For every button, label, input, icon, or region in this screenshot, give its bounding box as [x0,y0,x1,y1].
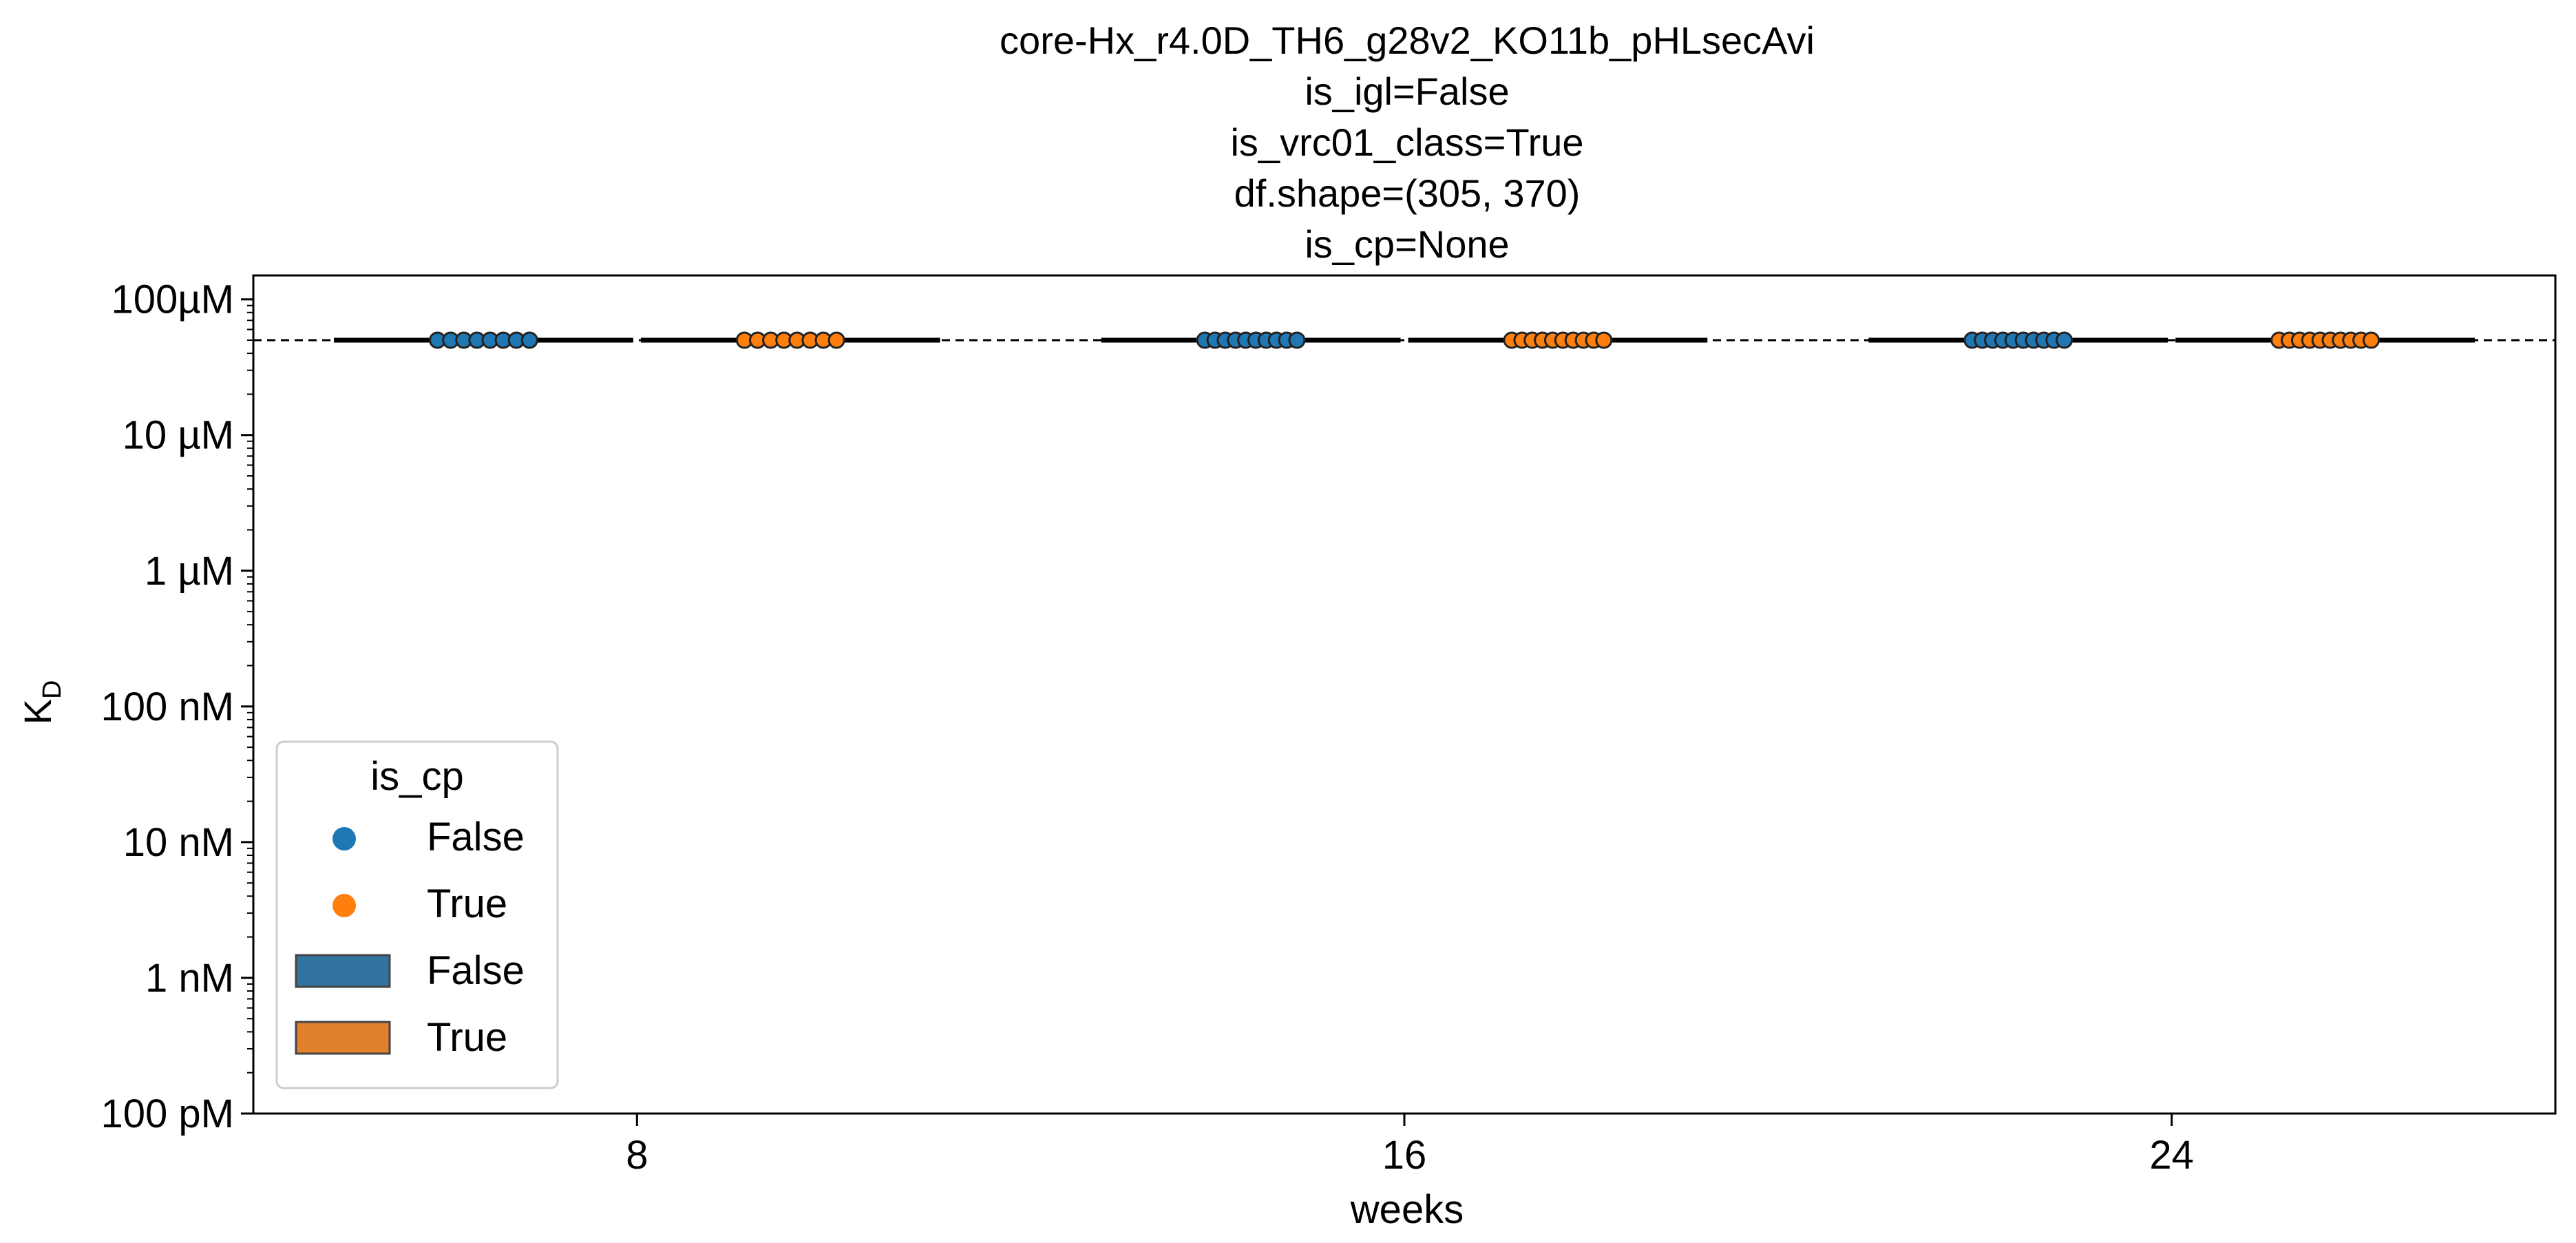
title-line-1: core-Hx_r4.0D_TH6_g28v2_KO11b_pHLsecAvi [1000,19,1815,62]
y-axis-label-sub: D [38,680,67,699]
plot-area [252,274,2557,1115]
legend-label-true: True [427,1015,507,1060]
x-tick-label: 24 [2149,1133,2194,1178]
x-tick-label: 16 [1382,1133,1427,1178]
legend-entries: False True False True [295,815,525,1060]
legend-label-false: False [427,815,525,859]
legend: is_cp False True False True [275,740,559,1089]
plot-frame [252,274,2557,1115]
x-axis-label: weeks [1350,1187,1464,1232]
legend-patch-true [295,1021,391,1055]
y-tick-label: 10 µM [123,413,234,458]
y-tick-label: 1 µM [145,549,234,594]
title-line-2: is_igl=False [1305,70,1509,113]
title-line-5: is_cp=None [1305,222,1509,266]
legend-marker-true [332,894,356,917]
point-true-week-16 [1595,331,1613,349]
point-true-week-24 [2362,331,2380,349]
y-tick-label: 10 nM [123,820,234,865]
x-axis: 8 16 24 [626,1114,2194,1178]
point-false-week-16 [1288,331,1306,349]
legend-label-false: False [427,948,525,993]
title-line-4: df.shape=(305, 370) [1234,171,1581,215]
x-tick-label: 8 [626,1133,648,1178]
title-line-3: is_vrc01_class=True [1230,121,1583,164]
y-tick-label: 100 pM [101,1091,234,1136]
point-false-week-24 [2056,331,2073,349]
legend-title: is_cp [370,754,463,799]
y-tick-label: 100µM [111,278,234,322]
y-axis-label-main: K [16,699,59,724]
legend-marker-false [332,827,356,850]
point-true-week-8 [827,331,845,349]
y-axis: 100µM 10 µM 1 µM 100 nM 10 nM 1 nM 100 pM [101,278,253,1136]
y-tick-label: 100 nM [101,685,234,729]
point-false-week-8 [520,331,538,349]
legend-patch-false [295,954,391,988]
y-tick-label: 1 nM [145,956,234,1001]
chart-title: core-Hx_r4.0D_TH6_g28v2_KO11b_pHLsecAvi … [1000,19,1815,266]
y-axis-label: KD [16,680,67,725]
legend-label-true: True [427,881,507,926]
